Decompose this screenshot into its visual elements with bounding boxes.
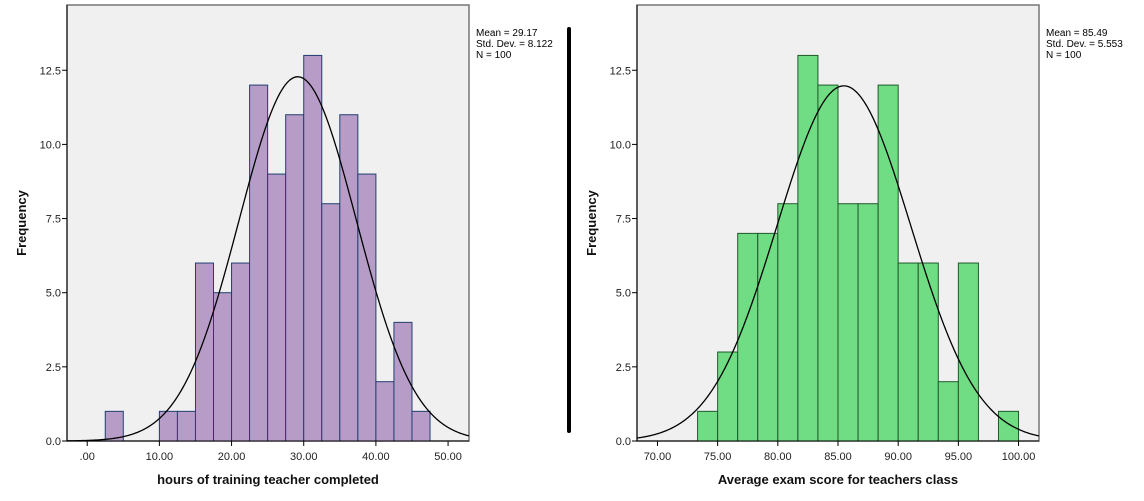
histogram-bar [176, 410, 196, 442]
x-tick-label: 95.00 [945, 451, 973, 463]
histogram-2: 0.0 2.5 5.0 7.5 10.0 12.5 70.00 75.00 80.00 85.00… [584, 4, 1123, 487]
histogram-bar [917, 262, 939, 442]
x-tick-label: .00 [80, 451, 95, 463]
histogram-bar [997, 410, 1020, 442]
stats-label: N = 100 [476, 50, 512, 61]
x-tick-label: 10.00 [146, 451, 174, 463]
y-tick-label: 0.0 [616, 436, 631, 448]
histogram-bar [249, 84, 269, 442]
histogram-bar [697, 410, 719, 442]
histogram-bar [797, 54, 819, 442]
histogram-bar [231, 262, 251, 442]
y-axis-label: Frequency [14, 189, 29, 256]
histogram-bar [757, 232, 779, 442]
x-tick-label: 75.00 [704, 451, 732, 463]
stats-label: Mean = 85.49 [1046, 28, 1108, 39]
histogram-bar [957, 262, 979, 442]
x-tick-label: 100.00 [1002, 451, 1036, 463]
y-tick-label: 2.5 [46, 362, 61, 374]
histogram-bar [321, 203, 341, 442]
x-tick-label: 80.00 [764, 451, 792, 463]
histogram-1: 0.0 2.5 5.0 7.5 10.0 12.5 .00 10.00 20.00 30.00 40… [14, 4, 553, 487]
x-tick-label: 70.00 [644, 451, 672, 463]
x-tick-label: 50.00 [434, 451, 462, 463]
histogram-bar [411, 410, 431, 442]
histogram-bar [357, 173, 377, 442]
x-axis-label: hours of training teacher completed [157, 472, 379, 487]
histogram-bar [194, 262, 215, 442]
histogram-bar [937, 381, 959, 442]
normal-curve [636, 85, 1040, 439]
histogram-bar [857, 203, 879, 442]
histogram-bar [213, 292, 233, 442]
stats-label: Std. Dev. = 8.122 [476, 39, 553, 50]
x-tick-label: 90.00 [884, 451, 912, 463]
x-tick-label: 85.00 [824, 451, 852, 463]
normal-curve [66, 76, 470, 442]
y-tick-label: 12.5 [40, 65, 61, 77]
stats-label: Std. Dev. = 5.553 [1046, 39, 1123, 50]
histogram-bar [737, 232, 759, 442]
y-tick-label: 5.0 [46, 288, 61, 300]
histogram-bar [837, 203, 859, 442]
y-tick-label: 7.5 [616, 214, 631, 226]
y-tick-label: 2.5 [616, 362, 631, 374]
histogram-bar [267, 173, 287, 442]
stats-label: N = 100 [1046, 50, 1082, 61]
histogram-bar [285, 114, 305, 442]
stats-label: Mean = 29.17 [476, 28, 538, 39]
histogram-bar [777, 203, 799, 442]
x-tick-label: 40.00 [362, 451, 390, 463]
histogram-bar [897, 262, 919, 442]
y-tick-label: 0.0 [46, 436, 61, 448]
histogram-bar [817, 84, 839, 442]
y-tick-label: 10.0 [610, 139, 631, 151]
y-tick-label: 5.0 [616, 288, 631, 300]
y-tick-label: 7.5 [46, 214, 61, 226]
histogram-bar [375, 381, 395, 442]
y-tick-label: 10.0 [40, 139, 61, 151]
x-axis-label: Average exam score for teachers class [718, 472, 958, 487]
x-tick-label: 30.00 [290, 451, 318, 463]
histogram-bar [303, 54, 323, 442]
x-tick-label: 20.00 [218, 451, 246, 463]
y-tick-label: 12.5 [610, 65, 631, 77]
histogram-bar [339, 114, 359, 442]
y-axis-label: Frequency [584, 189, 599, 256]
histogram-bar [717, 351, 739, 442]
